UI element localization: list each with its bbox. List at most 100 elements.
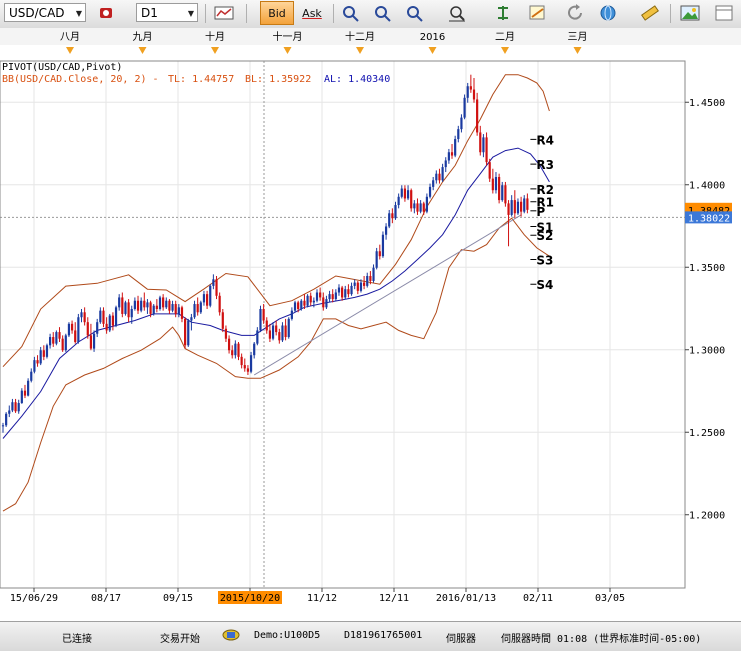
- candle-body: [523, 198, 526, 212]
- chart-type-icon[interactable]: [212, 2, 236, 24]
- candle-body: [410, 190, 413, 209]
- candle-body: [498, 176, 501, 201]
- y-tick-label: 1.3000: [689, 346, 725, 357]
- bb-legend: BB(USD/CAD.Close, 20, 2) -: [2, 74, 159, 85]
- candle-body: [275, 325, 278, 333]
- symbol-settings-icon[interactable]: [96, 2, 120, 24]
- candle-body: [466, 86, 469, 98]
- symbol-select[interactable]: USD/CAD ▼: [4, 3, 86, 22]
- candle-body: [425, 196, 428, 212]
- candle-body: [196, 304, 199, 313]
- candle-body: [444, 160, 447, 168]
- candle-body: [422, 203, 425, 212]
- candle-body: [215, 279, 218, 296]
- candle-body: [334, 292, 337, 300]
- candle-body: [171, 304, 174, 311]
- separator: [333, 4, 334, 23]
- candle-body: [237, 343, 240, 357]
- vertical-line-icon[interactable]: [491, 2, 515, 24]
- account-name: Demo:U100D5: [254, 630, 321, 641]
- candle-body: [221, 312, 224, 329]
- candle-body: [249, 355, 253, 372]
- candle-body: [463, 97, 466, 118]
- account-icon: [222, 628, 240, 645]
- panel-icon[interactable]: [712, 2, 736, 24]
- candle-body: [378, 251, 381, 257]
- timeframe-select[interactable]: D1 ▼: [136, 3, 198, 22]
- candle-body: [74, 330, 77, 342]
- ruler-icon[interactable]: [638, 2, 662, 24]
- candle-body: [209, 285, 212, 306]
- globe-icon[interactable]: [596, 2, 620, 24]
- month-marker-icon: [283, 47, 292, 54]
- search-icon[interactable]: [403, 2, 427, 24]
- pivot-level-label: R2: [536, 183, 554, 197]
- ask-button[interactable]: Ask: [297, 1, 327, 25]
- candle-body: [124, 302, 127, 314]
- chevron-down-icon: ▼: [75, 9, 82, 18]
- candle-body: [58, 332, 61, 339]
- month-label: 三月: [568, 31, 588, 43]
- candle-body: [149, 302, 152, 314]
- magnify-chart-icon[interactable]: [445, 2, 469, 24]
- candle-body: [14, 402, 17, 412]
- zoom-out-icon[interactable]: [371, 2, 395, 24]
- candle-body: [108, 315, 111, 331]
- candle-body: [400, 188, 403, 197]
- candle-body: [262, 308, 265, 321]
- month-label: 十二月: [345, 30, 375, 43]
- candle-body: [177, 307, 180, 314]
- candle-body: [516, 201, 520, 214]
- last-price-label: 1.38482: [688, 206, 730, 217]
- candle-body: [363, 282, 366, 286]
- bid-button[interactable]: Bid: [260, 1, 294, 25]
- candle-body: [83, 312, 86, 323]
- candle-body: [315, 292, 319, 301]
- month-marker-icon: [211, 47, 219, 54]
- candle-body: [199, 302, 202, 313]
- candle-body: [287, 318, 290, 338]
- candle-body: [55, 332, 58, 344]
- candle-body: [469, 86, 472, 90]
- pivot-level-label: R3: [536, 158, 554, 172]
- draw-tool-icon[interactable]: [526, 2, 550, 24]
- candle-body: [297, 302, 300, 309]
- x-tick-label: 02/11: [523, 593, 553, 604]
- candle-body: [67, 323, 71, 336]
- candle-body: [513, 200, 516, 214]
- candle-body: [162, 297, 165, 308]
- candle-body: [265, 320, 268, 331]
- trendline: [253, 214, 522, 376]
- candle-body: [111, 315, 114, 326]
- candle-body: [152, 305, 155, 314]
- x-tick-label: 03/05: [595, 593, 625, 604]
- zoom-in-icon[interactable]: [339, 2, 363, 24]
- candle-body: [350, 285, 353, 295]
- candle-body: [243, 365, 246, 369]
- candle-body: [92, 333, 96, 349]
- time-axis-area: [0, 588, 741, 608]
- candle-body: [174, 304, 177, 314]
- y-tick-label: 1.2500: [689, 428, 725, 439]
- candle-body: [49, 337, 52, 346]
- month-label: 二月: [495, 31, 515, 43]
- refresh-icon[interactable]: [564, 2, 588, 24]
- candle-body: [105, 323, 108, 331]
- candle-body: [70, 323, 74, 331]
- candle-body: [347, 289, 350, 295]
- candle-body: [359, 282, 363, 291]
- candle-body: [306, 295, 309, 306]
- candle-body: [501, 185, 504, 201]
- candle-body: [190, 317, 193, 321]
- candle-body: [121, 297, 124, 314]
- candle-body: [212, 279, 215, 286]
- candle-body: [27, 380, 30, 396]
- candle-body: [479, 132, 482, 153]
- picture-icon[interactable]: [678, 2, 702, 24]
- x-tick-label: 08/17: [91, 593, 121, 604]
- y-tick-label: 1.3500: [689, 263, 725, 274]
- separator: [205, 4, 206, 23]
- bb-upper-line: [2, 74, 550, 368]
- candle-body: [133, 300, 136, 309]
